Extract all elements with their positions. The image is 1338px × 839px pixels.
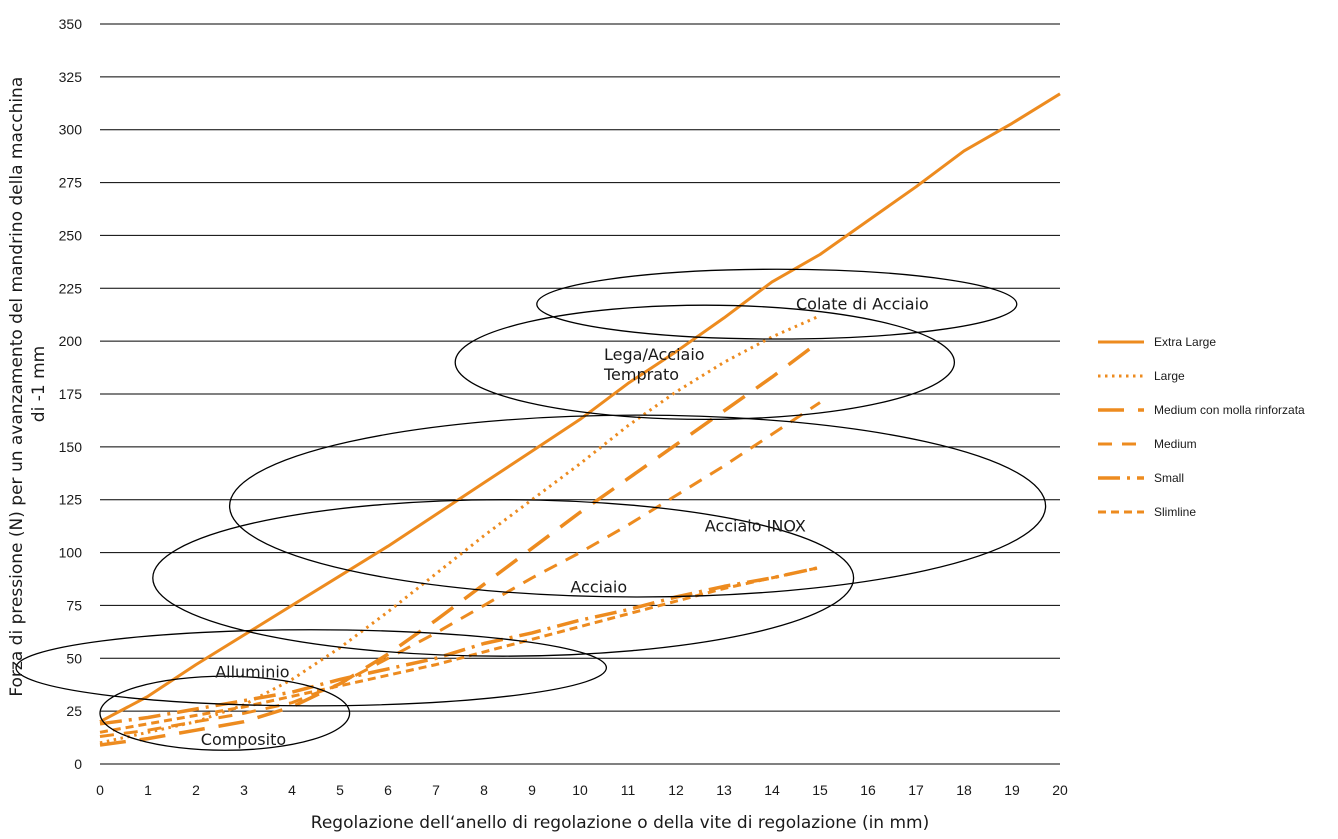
- y-tick-label: 350: [59, 16, 83, 32]
- x-tick-label: 16: [860, 782, 876, 798]
- y-axis-label-line-1: Forza di pressione (N) per un avanzament…: [7, 77, 27, 697]
- region-label-line: Acciaio: [570, 578, 627, 597]
- x-tick-label: 0: [96, 782, 104, 798]
- region-label-line: Colate di Acciaio: [796, 294, 929, 313]
- region-label-line: Lega/Acciaio: [604, 345, 705, 364]
- region-ellipse: [152, 499, 855, 657]
- legend: Extra Large Large Medium con molla rinforz…: [1098, 335, 1305, 519]
- y-tick-label: 25: [66, 703, 82, 719]
- y-tick-label: 300: [59, 122, 83, 138]
- region-ellipse: [228, 414, 1047, 598]
- region-label: Acciaio INOX: [705, 516, 806, 535]
- y-tick-label: 275: [59, 175, 83, 191]
- legend-label: Extra Large: [1154, 335, 1216, 349]
- series-line-extra-large: [99, 92, 1061, 724]
- legend-label: Large: [1154, 369, 1185, 383]
- x-tick-label: 13: [716, 782, 732, 798]
- legend-label: Medium con molla rinforzata: [1154, 403, 1305, 417]
- x-tick-label: 11: [621, 782, 636, 798]
- y-tick-label: 100: [59, 545, 83, 561]
- x-tick-labels: 0 1 2 3 4 5 6 7 8 9 10 11 12 13 14 15 16 17 18 19 20: [96, 782, 1068, 798]
- x-tick-label: 15: [812, 782, 828, 798]
- x-tick-label: 18: [956, 782, 972, 798]
- x-tick-label: 7: [432, 782, 440, 798]
- x-tick-label: 8: [480, 782, 488, 798]
- y-tick-label: 225: [59, 280, 83, 296]
- y-axis-label: Forza di pressione (N) per un avanzament…: [7, 71, 49, 696]
- y-tick-label: 325: [59, 69, 83, 85]
- gridlines: [100, 23, 1060, 765]
- y-tick-label: 200: [59, 333, 83, 349]
- legend-label: Small: [1154, 471, 1184, 485]
- legend-label: Slimline: [1154, 505, 1196, 519]
- y-tick-label: 250: [59, 227, 83, 243]
- x-tick-label: 12: [668, 782, 684, 798]
- series-line-slimline: [99, 565, 821, 734]
- y-tick-label: 150: [59, 439, 83, 455]
- y-tick-labels: 0 25 50 75 100 125 150 175 200 225 250 275 300 325 350: [59, 16, 83, 772]
- region-ellipse: [454, 304, 956, 421]
- series-line-medium-con-molla-rinforzata: [99, 339, 822, 747]
- region-ellipse: [536, 268, 1018, 340]
- x-tick-label: 1: [144, 782, 152, 798]
- x-tick-label: 10: [572, 782, 588, 798]
- x-tick-label: 5: [336, 782, 344, 798]
- region-label: Composito: [201, 730, 286, 749]
- material-regions: Composito Alluminio Acciaio Acciaio INOX Leg…: [15, 268, 1047, 751]
- y-tick-label: 75: [66, 597, 82, 613]
- y-tick-label: 0: [74, 756, 82, 772]
- x-tick-label: 6: [384, 782, 392, 798]
- region-label-line: Acciaio INOX: [705, 516, 806, 535]
- series-line-medium: [99, 401, 821, 738]
- x-tick-label: 19: [1004, 782, 1020, 798]
- region-label-line: Temprato: [603, 365, 679, 384]
- x-tick-label: 2: [192, 782, 200, 798]
- series-lines: [99, 92, 1061, 747]
- y-axis-label-line-2: di -1 mm: [29, 346, 49, 422]
- region-label: Lega/Acciaio Temprato: [603, 345, 705, 384]
- x-tick-label: 14: [764, 782, 780, 798]
- region-label: Alluminio: [215, 662, 289, 681]
- region-ellipse: [99, 675, 351, 751]
- y-tick-label: 125: [59, 492, 83, 508]
- x-tick-label: 9: [528, 782, 536, 798]
- x-tick-label: 20: [1052, 782, 1068, 798]
- region-label: Acciaio: [570, 578, 627, 597]
- legend-label: Medium: [1154, 437, 1197, 451]
- region-label: Colate di Acciaio: [796, 294, 929, 313]
- y-tick-label: 50: [66, 650, 82, 666]
- x-tick-label: 17: [908, 782, 924, 798]
- series-line-small: [99, 565, 821, 726]
- x-tick-label: 3: [240, 782, 248, 798]
- x-axis-label: Regolazione dell‘anello di regolazione o…: [311, 813, 929, 833]
- x-tick-label: 4: [288, 782, 296, 798]
- region-ellipse: [15, 629, 608, 707]
- y-tick-label: 175: [59, 386, 83, 402]
- region-label-line: Composito: [201, 730, 286, 749]
- region-label-line: Alluminio: [215, 662, 289, 681]
